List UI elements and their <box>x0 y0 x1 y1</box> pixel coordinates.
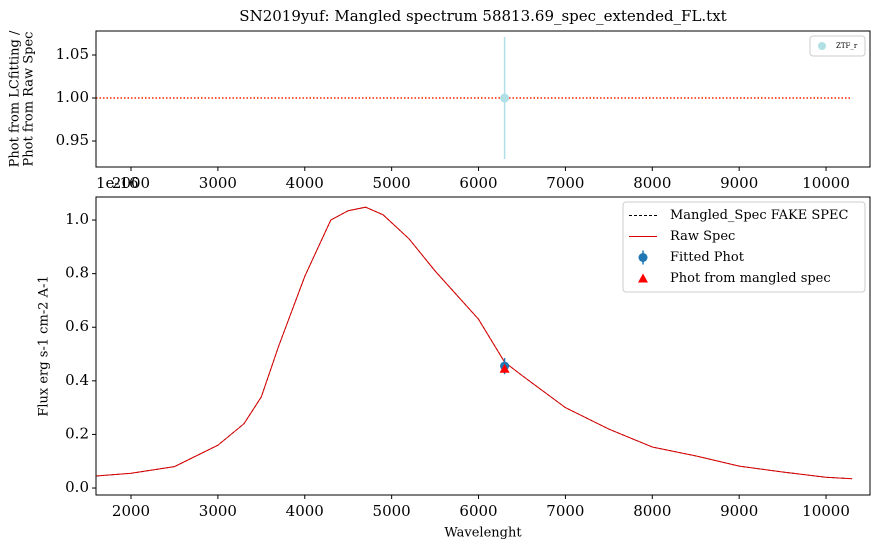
x-tick-label: 4000 <box>286 502 324 520</box>
x-axis-label: Wavelenght <box>444 526 522 541</box>
plot-frame <box>95 30 871 168</box>
x-tick-label: 5000 <box>373 174 411 192</box>
x-tick-label: 6000 <box>459 174 497 192</box>
spectrum-line <box>96 206 853 480</box>
y-axis-label: Phot from Raw Spec <box>22 32 37 167</box>
x-tick-label: 10000 <box>802 502 850 520</box>
x-tick-label: 7000 <box>546 502 584 520</box>
x-tick-label: 7000 <box>546 174 584 192</box>
data-point <box>499 363 510 373</box>
legend-label: ZTF_r <box>836 42 858 50</box>
y-tick-label: 0.0 <box>65 478 89 496</box>
y-tick-label: 1.00 <box>56 88 89 106</box>
y-tick-label: 0.4 <box>65 371 89 389</box>
x-tick-label: 5000 <box>373 502 411 520</box>
x-tick-label: 9000 <box>720 174 758 192</box>
legend-swatch <box>638 253 648 262</box>
chart-title: SN2019yuf: Mangled spectrum 58813.69_spe… <box>239 7 726 25</box>
legend: Mangled_Spec FAKE SPEC Raw Spec Fitted Pho… <box>622 201 866 293</box>
legend-frame <box>809 35 866 57</box>
legend-label: Raw Spec <box>670 229 735 244</box>
legend-frame <box>622 201 866 293</box>
x-tick-label: 2000 <box>112 174 150 192</box>
x-tick-label: 4000 <box>286 174 324 192</box>
plot-frame <box>95 196 871 496</box>
y-tick-label: 0.8 <box>65 264 89 282</box>
legend-swatch <box>818 42 826 50</box>
x-tick-label: 3000 <box>199 502 237 520</box>
y-tick-label: 1.05 <box>56 45 89 63</box>
x-tick-label: 10000 <box>802 174 850 192</box>
x-tick-label: 8000 <box>633 502 671 520</box>
y-tick-label: 0.2 <box>65 424 89 442</box>
x-tick-label: 2000 <box>112 502 150 520</box>
y-tick-label: 0.95 <box>56 131 89 149</box>
x-tick-label: 6000 <box>459 502 497 520</box>
x-tick-label: 3000 <box>199 174 237 192</box>
y-tick-label: 1.0 <box>65 210 89 228</box>
legend-label: Fitted Phot <box>670 250 745 265</box>
y-axis-label: Flux erg s-1 cm-2 A-1 <box>37 275 52 416</box>
legend-label: Phot from mangled spec <box>670 271 831 286</box>
legend-label: Mangled_Spec FAKE SPEC <box>670 208 849 223</box>
y-tick-label: 0.6 <box>65 317 89 335</box>
data-point <box>500 93 510 103</box>
legend: ZTF_r <box>809 35 866 57</box>
legend-swatch <box>638 273 648 283</box>
y-axis-label: Phot from LCfitting / <box>8 30 23 167</box>
offset-text: 1e-16 <box>96 174 139 192</box>
x-tick-label: 9000 <box>720 502 758 520</box>
x-tick-label: 8000 <box>633 174 671 192</box>
